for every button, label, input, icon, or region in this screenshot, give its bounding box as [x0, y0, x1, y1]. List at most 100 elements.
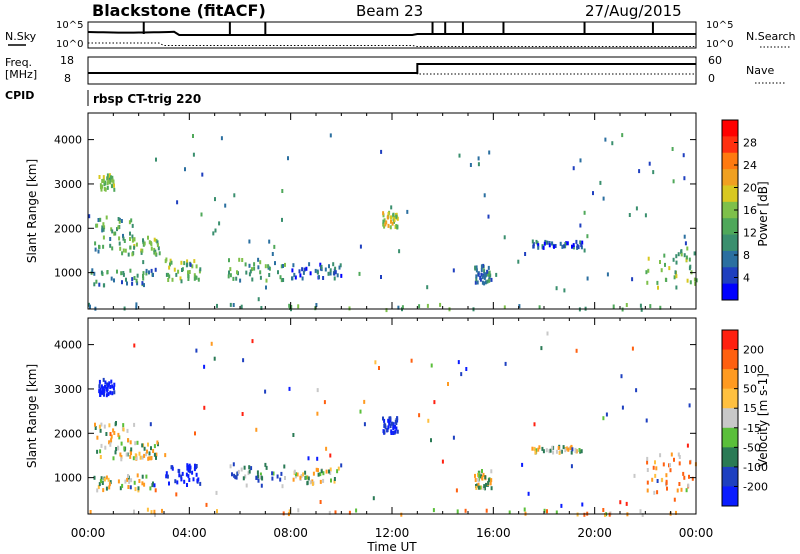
scatter-cell: [673, 457, 675, 462]
scatter-cell: [110, 276, 113, 281]
scatter-cell: [455, 488, 458, 493]
scatter-cell: [136, 273, 139, 278]
scatter-cell: [260, 475, 263, 480]
scatter-cell: [174, 479, 177, 484]
colorbar-tick-label: -50: [743, 441, 761, 454]
scatter-cell: [102, 175, 105, 180]
scatter-cell: [177, 269, 180, 274]
scatter-cell: [656, 479, 659, 483]
scatter-cell: [503, 235, 506, 240]
scatter-cell: [287, 156, 289, 161]
scatter-cell: [583, 248, 586, 253]
scatter-cell: [625, 303, 628, 307]
time-tick-label: 16:00: [476, 526, 511, 540]
scatter-cell: [680, 249, 683, 254]
scatter-cell: [229, 273, 232, 278]
scatter-cell: [639, 303, 642, 308]
scatter-cell: [570, 444, 573, 449]
scatter-cell: [656, 490, 659, 495]
scatter-cell: [120, 219, 123, 223]
scatter-cell: [104, 181, 107, 186]
scatter-cell: [100, 479, 103, 483]
scatter-cell: [612, 304, 615, 309]
scatter-cell: [140, 248, 143, 253]
scatter-cell: [148, 451, 151, 456]
scatter-cell: [289, 305, 291, 310]
scatter-cell: [156, 440, 159, 445]
scatter-cell: [382, 211, 385, 216]
scatter-cell: [387, 418, 390, 423]
scatter-cell: [311, 479, 314, 484]
noise-sky-spikes: [142, 22, 654, 34]
scatter-cell: [135, 456, 138, 461]
scatter-cell: [282, 511, 285, 516]
scatter-cell: [638, 169, 641, 174]
scatter-cell: [154, 267, 157, 272]
scatter-cell: [363, 399, 366, 404]
scatter-cell: [481, 469, 483, 473]
scatter-cell: [288, 303, 291, 308]
scatter-cell: [659, 453, 662, 458]
scatter-cell: [133, 509, 135, 514]
scatter-cell: [380, 275, 382, 279]
scatter-cell: [535, 239, 538, 244]
scatter-cell: [98, 482, 101, 487]
scatter-cell: [137, 488, 140, 493]
scatter-cell: [337, 466, 340, 471]
scatter-cell: [566, 446, 569, 451]
scatter-cell: [564, 242, 567, 247]
scatter-cell: [117, 445, 119, 450]
scatter-cell: [678, 482, 681, 486]
scatter-cell: [229, 267, 232, 272]
scatter-cell: [564, 244, 567, 249]
scatter-cell: [659, 260, 661, 264]
scatter-cell: [533, 446, 536, 451]
scatter-cell: [677, 452, 680, 457]
scatter-cell: [309, 271, 312, 276]
scatter-cell: [118, 236, 121, 241]
scatter-cell: [154, 251, 157, 256]
colorbar-tick-label: 8: [743, 249, 750, 262]
scatter-cell: [580, 245, 583, 250]
scatter-cell: [683, 176, 686, 181]
power-y-axis-label: Slant Range [km]: [25, 159, 39, 263]
scatter-cell: [392, 431, 395, 435]
scatter-cell: [648, 161, 651, 166]
scatter-cell: [483, 269, 486, 274]
velocity-y-axis-label: Slant Range [km]: [25, 364, 39, 468]
scatter-cell: [575, 239, 578, 244]
velocity-x-axis: [87, 318, 697, 514]
scatter-cell: [488, 278, 491, 283]
scatter-cell: [604, 512, 606, 517]
noise-right-tick-bottom: 10^0: [706, 39, 733, 50]
scatter-cell: [257, 297, 260, 302]
scatter-cell: [486, 269, 489, 274]
scatter-cell: [316, 411, 319, 416]
colorbar-segment: [722, 185, 738, 203]
scatter-cell: [267, 264, 270, 269]
scatter-cell: [672, 179, 675, 184]
scatter-cell: [119, 452, 122, 457]
scatter-cell: [156, 243, 159, 247]
scatter-cell: [244, 262, 247, 267]
scatter-cell: [220, 136, 223, 141]
scatter-cell: [281, 217, 283, 222]
scatter-cell: [390, 215, 392, 220]
power-colorbar: 28 24 20 16 12 8 4: [721, 119, 757, 301]
scatter-cell: [284, 262, 286, 267]
scatter-cell: [280, 278, 283, 283]
scatter-cell: [150, 510, 153, 515]
scatter-cell: [146, 449, 148, 454]
scatter-cell: [537, 245, 540, 250]
scatter-cell: [280, 264, 283, 269]
scatter-cell: [572, 243, 575, 248]
scatter-cell: [384, 425, 387, 430]
colorbar-tick-label: 15: [743, 402, 757, 415]
colorbar-tick-label: 100: [743, 363, 764, 376]
scatter-cell: [186, 483, 188, 487]
scatter-cell: [538, 445, 541, 450]
velocity-y-axis: 4000 3000 2000 1000: [54, 339, 696, 485]
scatter-cell: [113, 183, 115, 188]
freq-unit-label: [MHz]: [5, 68, 37, 81]
scatter-cell: [110, 175, 112, 180]
